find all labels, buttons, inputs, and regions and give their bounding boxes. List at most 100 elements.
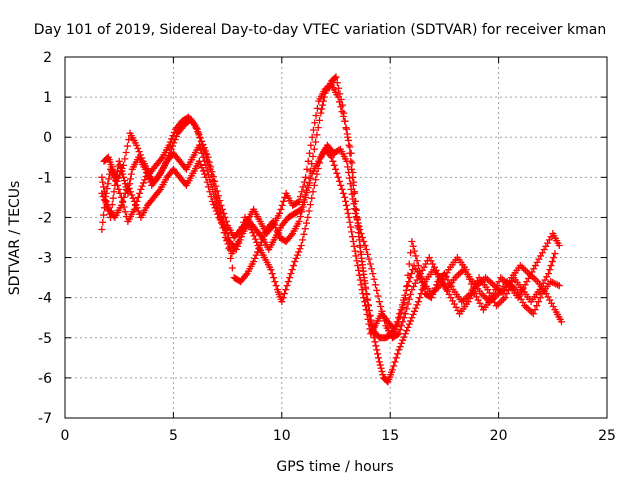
data-point [476,299,484,307]
data-point [99,218,107,226]
data-point [127,170,135,178]
data-point [222,217,230,225]
data-point [203,150,211,158]
data-point [304,157,312,165]
data-point [396,343,404,351]
data-point [157,155,165,163]
data-point [404,300,412,308]
data-point [363,311,371,319]
data-point [330,161,338,169]
data-point [344,209,352,217]
data-point [312,176,320,184]
data-point [98,189,106,197]
data-point [202,173,210,181]
data-point [313,170,321,178]
data-point [410,307,418,315]
data-point [413,257,421,265]
data-point [300,178,308,186]
data-point [405,320,413,328]
series-track-B [98,141,563,342]
data-point [169,142,177,150]
data-point [537,252,545,260]
data-point [447,294,455,302]
data-point [169,132,177,140]
data-point [351,247,359,255]
data-point [191,121,199,129]
y-tick-label: 0 [43,130,52,146]
data-point [414,298,422,306]
data-point [296,213,304,221]
data-point [462,266,470,274]
data-point [115,185,123,193]
data-point [360,274,368,282]
data-point [104,180,112,188]
data-point [328,153,336,161]
data-point [405,260,413,268]
data-point [295,248,303,256]
data-point [355,266,363,274]
data-point [310,181,318,189]
data-point [125,185,133,193]
data-point [333,79,341,87]
data-point [270,274,278,282]
data-point [113,177,121,185]
data-point [531,262,539,270]
data-point [218,205,226,213]
data-point [397,308,405,316]
data-point [395,318,403,326]
data-point [117,201,125,209]
data-point [199,140,207,148]
data-point [300,230,308,238]
data-point [452,303,460,311]
data-point [349,169,357,177]
data-point [99,178,107,186]
data-point [355,222,363,230]
data-point [455,270,463,278]
data-point [133,141,141,149]
data-point [299,183,307,191]
data-point [284,278,292,286]
data-point [332,73,340,81]
data-point [453,272,461,280]
data-point [207,163,215,171]
data-point [404,323,412,331]
data-point [492,286,500,294]
data-point [368,321,376,329]
y-tick-label: 2 [43,50,52,66]
data-point [307,141,315,149]
data-point [422,260,430,268]
data-point [369,270,377,278]
data-point [346,180,354,188]
data-point [396,313,404,321]
data-point [126,188,134,196]
data-point [499,295,507,303]
data-point [115,157,123,165]
series-track-C [98,145,563,338]
data-point [298,188,306,196]
data-point [348,159,356,167]
data-point [117,168,125,176]
data-point [349,238,357,246]
data-point [220,209,228,217]
data-point [118,165,126,173]
data-point [167,145,175,153]
data-point [103,185,111,193]
data-point [354,224,362,232]
data-point [478,302,486,310]
data-point [399,303,407,311]
data-point [404,271,412,279]
data-point [287,231,295,239]
series-track-D [100,81,559,342]
data-point [331,74,339,82]
data-point [337,103,345,111]
data-point [429,290,437,298]
data-point [303,189,311,197]
data-point [134,193,142,201]
data-point [353,257,361,265]
data-point [242,219,250,227]
data-point [100,211,108,219]
data-point [506,282,514,290]
data-point [205,183,213,191]
data-point [375,358,383,366]
